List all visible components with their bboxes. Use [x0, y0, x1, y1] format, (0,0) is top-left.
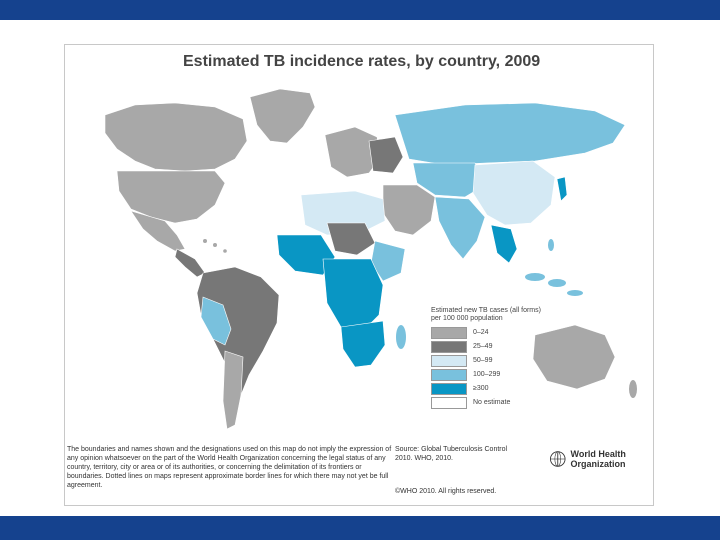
legend-swatch	[431, 327, 467, 339]
who-logo-text: World Health Organization	[570, 449, 626, 469]
legend-title: Estimated new TB cases (all forms) per 1…	[431, 307, 541, 322]
map-slide: Estimated TB incidence rates, by country…	[64, 44, 654, 506]
region-mexico	[130, 210, 186, 252]
region-west-africa	[276, 234, 336, 276]
region-eastern-europe	[368, 136, 404, 174]
region-south-asia	[434, 196, 486, 260]
legend-swatch	[431, 355, 467, 367]
region-china	[472, 160, 556, 226]
region-southeast-asia	[490, 224, 518, 264]
legend-label: 0–24	[473, 329, 489, 336]
legend-label: ≥300	[473, 385, 489, 392]
region-argentina-chile	[222, 350, 244, 430]
legend-item: No estimate	[431, 397, 541, 409]
region-horn-africa	[370, 240, 406, 282]
top-band	[0, 0, 720, 20]
region-greenland	[249, 88, 316, 144]
region-caribbean	[203, 239, 227, 253]
legend-item: 50–99	[431, 355, 541, 367]
legend-swatch	[431, 341, 467, 353]
legend-label: No estimate	[473, 399, 511, 406]
legend-item: 25–49	[431, 341, 541, 353]
region-australia	[532, 324, 616, 390]
region-russia	[394, 102, 626, 166]
who-emblem-icon	[550, 451, 566, 467]
legend-item: ≥300	[431, 383, 541, 395]
legend-swatch	[431, 397, 467, 409]
map-source: Source: Global Tuberculosis Control 2010…	[395, 446, 508, 462]
legend-label: 50–99	[473, 357, 493, 364]
world-map	[104, 88, 637, 430]
region-canada-alaska	[104, 102, 248, 172]
map-legend: Estimated new TB cases (all forms) per 1…	[431, 307, 541, 411]
region-new-zealand	[629, 380, 637, 398]
bottom-band	[0, 516, 720, 540]
region-madagascar	[396, 325, 406, 349]
region-middle-east	[382, 184, 436, 236]
region-usa	[116, 170, 226, 224]
who-logo: World Health Organization	[549, 447, 653, 471]
legend-label: 25–49	[473, 343, 493, 350]
region-indonesia-philippines	[525, 239, 583, 296]
region-central-asia	[412, 162, 486, 198]
copyright-notice: ©WHO 2010. All rights reserved.	[395, 488, 497, 495]
legend-label: 100–299	[473, 371, 501, 378]
region-central-america	[174, 248, 206, 278]
region-sahel	[326, 222, 376, 256]
legend-item: 0–24	[431, 327, 541, 339]
region-korea-japan	[556, 176, 568, 202]
map-title: Estimated TB incidence rates, by country…	[183, 53, 541, 70]
legend-swatch	[431, 383, 467, 395]
region-peru-bolivia	[200, 296, 232, 346]
region-central-africa	[322, 258, 384, 334]
legend-item: 100–299	[431, 369, 541, 381]
map-disclaimer: The boundaries and names shown and the d…	[67, 446, 392, 489]
region-southern-africa	[340, 320, 386, 368]
legend-swatch	[431, 369, 467, 381]
